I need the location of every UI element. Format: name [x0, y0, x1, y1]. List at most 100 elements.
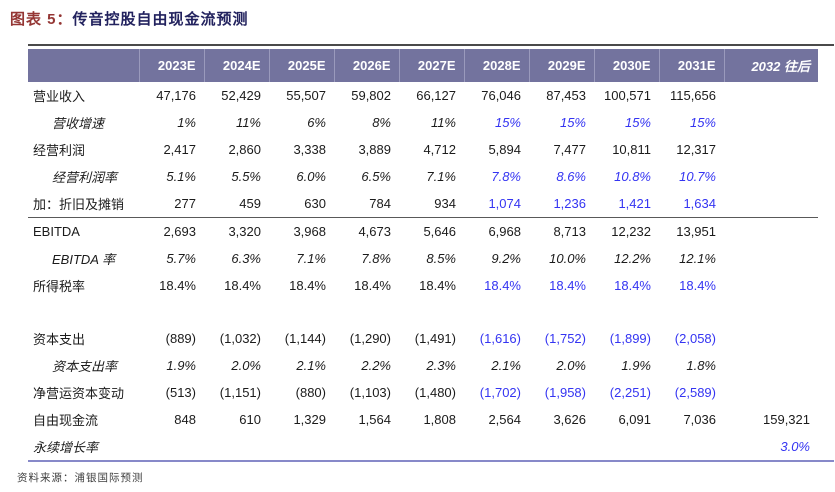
- cell-r4-c6: 1,236: [553, 196, 586, 211]
- cell-r9-c9: [724, 325, 818, 352]
- cell-r4-c3: 784: [369, 196, 391, 211]
- cell-r10-c2: 2.1%: [296, 358, 326, 373]
- cell-r10-c9: [724, 352, 818, 379]
- cell-r12-c2: 1,329: [293, 412, 326, 427]
- header-2029E: 2029E: [528, 49, 594, 82]
- cell-r1-c8: 15%: [689, 115, 716, 130]
- cell-r5-c8: 13,951: [659, 217, 724, 245]
- table-row: EBITDA 率 5.7% 6.3% 7.1% 7.8% 8.5% 9.2% 10.0% 12.…: [28, 245, 818, 272]
- cell-r5-c2: 3,968: [269, 217, 334, 245]
- cell-r11-c6: (1,958): [544, 385, 586, 400]
- fcf-table: 2023E 2024E 2025E 2026E 2027E 2028E 2029E 2030E…: [28, 49, 818, 460]
- cell-r1-c9: [724, 109, 818, 136]
- cell-r6-c6: 10.0%: [549, 251, 586, 266]
- figure-title: 图表 5：传音控股自由现金流预测: [10, 8, 249, 29]
- cell-r11-c8: (2,589): [674, 385, 716, 400]
- figure-title-text: 传音控股自由现金流预测: [72, 11, 249, 28]
- cell-r5-c9: [724, 217, 818, 245]
- cell-r2-c2: 3,338: [293, 142, 326, 157]
- cell-r3-c8: 10.7%: [679, 169, 716, 184]
- header-2027E: 2027E: [398, 49, 464, 82]
- cell-r12-c7: 6,091: [618, 412, 651, 427]
- cell-r13-c4: [399, 433, 464, 460]
- cell-r4-c8: 1,634: [683, 196, 716, 211]
- table-row: 营收增速 1% 11% 6% 8% 11% 15% 15% 15% 15%: [28, 109, 818, 136]
- cell-r7-c3: 18.4%: [354, 278, 391, 293]
- row-label: 资本支出率: [52, 359, 118, 374]
- cell-r11-c2: (880): [295, 385, 326, 400]
- table-row: 经营利润 2,417 2,860 3,338 3,889 4,712 5,894 7,477 1…: [28, 136, 818, 163]
- cell-r12-c4: 1,808: [423, 412, 456, 427]
- row-label: 加：折旧及摊销: [33, 197, 125, 212]
- cell-r5-c3: 4,673: [334, 217, 399, 245]
- cell-r13-c2: [269, 433, 334, 460]
- cell-r6-c3: 7.8%: [361, 251, 391, 266]
- cell-r0-c9: [724, 82, 818, 109]
- cell-r11-c1: (1,151): [219, 385, 261, 400]
- cell-r6-c5: 9.2%: [491, 251, 521, 266]
- table-header: 2023E 2024E 2025E 2026E 2027E 2028E 2029E 2030E…: [28, 49, 818, 82]
- cell-r4-c2: 630: [304, 196, 326, 211]
- cell-r8-c3: [334, 299, 399, 325]
- cell-r3-c3: 6.5%: [361, 169, 391, 184]
- cell-r9-c8: (2,058): [674, 331, 716, 346]
- cell-r10-c7: 1.9%: [621, 358, 651, 373]
- cell-r2-c9: [724, 136, 818, 163]
- cell-r5-c5: 6,968: [464, 217, 529, 245]
- row-label: 净营运资本变动: [33, 386, 125, 401]
- cell-r0-c3: 59,802: [351, 88, 391, 103]
- cell-r10-c5: 2.1%: [491, 358, 521, 373]
- cell-r1-c5: 15%: [494, 115, 521, 130]
- cell-r8-c2: [269, 299, 334, 325]
- cell-r12-c8: 7,036: [683, 412, 716, 427]
- cell-r0-c7: 100,571: [604, 88, 651, 103]
- row-label: 营业收入: [33, 89, 86, 104]
- cell-r11-c9: [724, 379, 818, 406]
- cell-r7-c5: 18.4%: [484, 278, 521, 293]
- cell-r8-c6: [529, 299, 594, 325]
- cell-r11-c7: (2,251): [609, 385, 651, 400]
- row-label: 经营利润: [33, 143, 86, 158]
- cell-r7-c1: 18.4%: [224, 278, 261, 293]
- cell-r6-c7: 12.2%: [614, 251, 651, 266]
- cell-r0-c2: 55,507: [286, 88, 326, 103]
- header-2032-往后: 2032 往后: [723, 49, 818, 82]
- cell-r1-c7: 15%: [624, 115, 651, 130]
- cell-r4-c7: 1,421: [618, 196, 651, 211]
- cell-r10-c1: 2.0%: [231, 358, 261, 373]
- cell-r3-c1: 5.5%: [231, 169, 261, 184]
- cell-r8-c4: [399, 299, 464, 325]
- row-label: EBITDA: [28, 217, 139, 245]
- cell-r4-c5: 1,074: [488, 196, 521, 211]
- table-row: 资本支出 (889) (1,032) (1,144) (1,290) (1,491) (1,…: [28, 325, 818, 352]
- cell-r8-c8: [659, 299, 724, 325]
- cell-r0-c8: 115,656: [669, 88, 716, 103]
- table-row: 资本支出率 1.9% 2.0% 2.1% 2.2% 2.3% 2.1% 2.0% 1.9% 1.8…: [28, 352, 818, 379]
- cell-r11-c4: (1,480): [414, 385, 456, 400]
- spacer-row: [28, 299, 818, 325]
- table-top-rule: [28, 44, 834, 46]
- cell-r3-c5: 7.8%: [491, 169, 521, 184]
- table-row: 营业收入 47,176 52,429 55,507 59,802 66,127 76,046…: [28, 82, 818, 109]
- cell-r9-c1: (1,032): [219, 331, 261, 346]
- cell-r8-c5: [464, 299, 529, 325]
- cell-r1-c3: 8%: [372, 115, 391, 130]
- cell-r9-c4: (1,491): [414, 331, 456, 346]
- cell-r0-c5: 76,046: [481, 88, 521, 103]
- cell-r7-c8: 18.4%: [679, 278, 716, 293]
- cell-r6-c0: 5.7%: [166, 251, 196, 266]
- row-label: [28, 299, 139, 325]
- cell-r5-c1: 3,320: [204, 217, 269, 245]
- header-2023E: 2023E: [138, 49, 204, 82]
- cell-r2-c7: 10,811: [612, 142, 651, 157]
- cell-r3-c4: 7.1%: [426, 169, 456, 184]
- cell-r8-c9: [724, 299, 818, 325]
- cell-r4-c1: 459: [239, 196, 261, 211]
- cell-r12-c1: 610: [239, 412, 261, 427]
- cell-r0-c4: 66,127: [416, 88, 456, 103]
- header-2025E: 2025E: [268, 49, 334, 82]
- cell-r7-c9: [724, 272, 818, 299]
- cell-r0-c1: 52,429: [221, 88, 261, 103]
- cell-r2-c5: 5,894: [488, 142, 521, 157]
- cell-r11-c3: (1,103): [349, 385, 391, 400]
